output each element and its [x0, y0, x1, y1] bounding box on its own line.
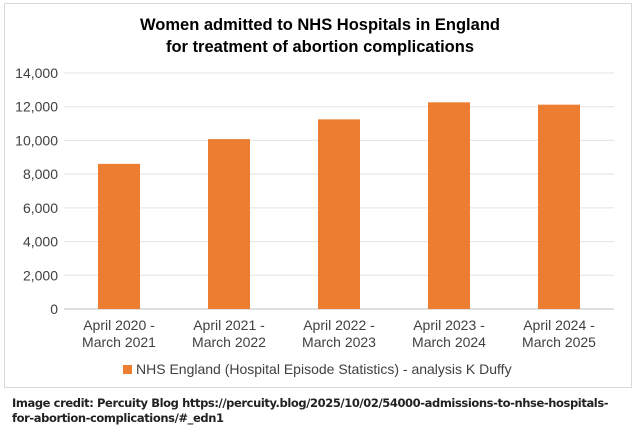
bar [98, 163, 140, 309]
chart-frame [4, 3, 632, 388]
legend-label: NHS England (Hospital Episode Statistics… [136, 361, 512, 377]
y-tick-label: 14,000 [15, 65, 58, 81]
x-tick-label: March 2022 [192, 334, 266, 350]
bar [318, 119, 360, 309]
y-tick-label: 10,000 [15, 132, 58, 148]
x-tick-label: March 2021 [82, 334, 156, 350]
chart-title-line-1: Women admitted to NHS Hospitals in Engla… [140, 16, 500, 34]
y-tick-label: 2,000 [23, 267, 58, 283]
y-tick-label: 8,000 [23, 166, 58, 182]
x-tick-label: April 2020 - [83, 317, 155, 333]
y-tick-label: 0 [50, 301, 58, 317]
bar [538, 104, 580, 309]
bar [208, 139, 250, 309]
y-tick-label: 12,000 [15, 99, 58, 115]
x-tick-label: April 2024 - [523, 317, 595, 333]
x-tick-label: March 2023 [302, 334, 376, 350]
x-tick-label: March 2024 [412, 334, 486, 350]
bar [428, 102, 470, 310]
bar-chart: 0 2,000 4,000 6,000 8,000 10,000 12,000 14,000 A… [15, 65, 614, 377]
chart-title-line-2: for treatment of abortion complications [165, 38, 475, 56]
legend-swatch [123, 365, 132, 374]
y-tick-label: 6,000 [23, 200, 58, 216]
x-tick-label: April 2022 - [303, 317, 375, 333]
y-tick-label: 4,000 [23, 234, 58, 250]
x-tick-label: April 2021 - [193, 317, 265, 333]
image-credit: Image credit: Percuity Blog https://perc… [12, 396, 609, 425]
x-tick-label: March 2025 [522, 334, 596, 350]
x-tick-label: April 2023 - [413, 317, 485, 333]
